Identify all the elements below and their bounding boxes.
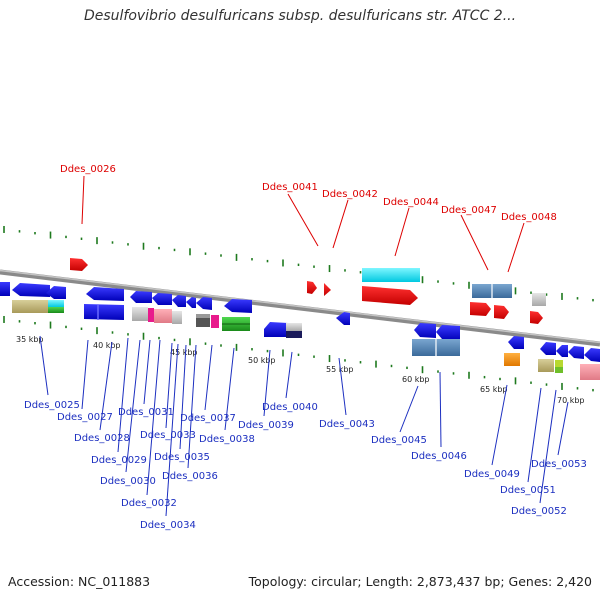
forward-strand-features [70,258,546,324]
gene-label-0049[interactable]: Ddes_0049 [464,469,520,480]
gene-arrow-0037[interactable] [224,299,252,313]
gene-arrow-0042[interactable] [324,283,331,296]
gene-arrow-0053[interactable] [584,348,600,362]
gene-block-pink-0030[interactable] [148,308,154,322]
scale-label: 50 kbp [248,356,276,365]
scale-label: 35 kbp [16,335,44,344]
gene-label-0052[interactable]: Ddes_0052 [511,506,567,517]
gene-label-0043[interactable]: Ddes_0043 [319,419,375,430]
gene-block-salmon[interactable] [154,309,172,323]
gene-label-0051[interactable]: Ddes_0051 [500,485,556,496]
genome-backbone-highlight [0,269,600,344]
gene-label-0025[interactable]: Ddes_0025 [24,400,80,411]
lower-tick-track [3,315,594,392]
gene-arrow-0026[interactable] [70,258,88,271]
gene-arrow-0025c[interactable] [46,286,66,299]
gene-label-0053[interactable]: Ddes_0053 [531,459,587,470]
gene-label-0040[interactable]: Ddes_0040 [262,402,318,413]
gene-label-0028[interactable]: Ddes_0028 [74,433,130,444]
gene-label-0048[interactable]: Ddes_0048 [501,212,557,223]
scale-label: 60 kbp [402,375,430,384]
map-title: Desulfovibrio desulfuricans subsp. desul… [83,8,517,24]
gene-label-0047[interactable]: Ddes_0047 [441,205,497,216]
gene-arrow-0048[interactable] [530,311,543,324]
gene-arrow-0045a[interactable] [414,323,436,338]
gene-arrow-0025b[interactable] [12,283,50,297]
scale-label: 45 kbp [170,348,198,357]
gene-block-grey[interactable] [532,293,546,306]
gene-block-cyan[interactable] [362,268,420,282]
gene-arrow-0031b[interactable] [152,293,172,305]
gene-arrow-0036[interactable] [196,297,212,310]
gene-label-0035[interactable]: Ddes_0035 [154,452,210,463]
gene-label-0046[interactable]: Ddes_0046 [411,451,467,462]
gene-block-khaki[interactable] [12,300,48,313]
gene-arrow-0027[interactable] [86,287,124,301]
gene-arrow-0047[interactable] [470,302,491,316]
gene-arrow-0051a[interactable] [540,342,556,355]
gene-label-0044[interactable]: Ddes_0044 [383,197,439,208]
scale-labels: 35 kbp 40 kbp 45 kbp 50 kbp 55 kbp 60 kb… [16,335,585,405]
gene-block-cyan-small[interactable] [48,300,64,307]
gene-label-0026[interactable]: Ddes_0026 [60,164,116,175]
gene-label-0029[interactable]: Ddes_0029 [91,455,147,466]
gene-label-0041[interactable]: Ddes_0041 [262,182,318,193]
gene-label-0039[interactable]: Ddes_0039 [238,420,294,431]
gene-block-magenta-0036[interactable] [211,315,219,328]
gene-block-salmon-0053[interactable] [580,364,600,380]
genome-backbone [0,269,600,347]
gene-arrow-0033[interactable] [172,295,186,307]
gene-arrow-0051b[interactable] [556,345,568,357]
gene-block-khaki-0051[interactable] [538,359,554,372]
gene-label-0042[interactable]: Ddes_0042 [322,189,378,200]
gene-arrow-0044[interactable] [362,286,418,305]
gene-arrow-0031a[interactable] [130,291,152,303]
gene-label-0027[interactable]: Ddes_0027 [57,412,113,423]
gene-arrow-0047b[interactable] [494,305,509,319]
gene-block-lime-0052[interactable] [555,360,563,373]
gene-label-0033[interactable]: Ddes_0033 [140,430,196,441]
genome-summary-text: Topology: circular; Length: 2,873,437 bp… [248,574,592,589]
gene-label-0032[interactable]: Ddes_0032 [121,498,177,509]
gene-label-0034[interactable]: Ddes_0034 [140,520,196,531]
upper-tick-track [3,225,594,302]
scale-label: 65 kbp [480,385,508,394]
gene-arrow-0027b[interactable] [84,304,124,320]
gene-block-grey2[interactable] [172,311,182,324]
gene-arrow-0035[interactable] [186,297,196,308]
gene-block-grey-0029[interactable] [132,307,148,321]
scale-label: 40 kbp [93,341,121,350]
gene-block-grey-0040[interactable] [286,323,302,331]
gene-arrow-0041[interactable] [307,281,317,294]
gene-arrow-0039[interactable] [264,322,288,337]
gene-arrow-0049a[interactable] [508,336,524,349]
scale-label: 55 kbp [326,365,354,374]
gene-label-0038[interactable]: Ddes_0038 [199,434,255,445]
scale-label: 70 kbp [557,396,585,405]
accession-text: Accession: NC_011883 [8,574,151,589]
upper-gene-labels: Ddes_0026 Ddes_0041 Ddes_0042 Ddes_0044 … [60,164,557,273]
gene-label-0037[interactable]: Ddes_0037 [180,413,236,424]
reverse-strand-features [0,282,600,380]
gene-arrow-0052[interactable] [568,346,584,359]
gene-arrow-0045b[interactable] [436,325,460,340]
gene-arrow-0025a[interactable] [0,282,10,296]
gene-label-0031[interactable]: Ddes_0031 [118,407,174,418]
gene-label-0045[interactable]: Ddes_0045 [371,435,427,446]
lower-gene-labels: Ddes_0025 Ddes_0027 Ddes_0028 Ddes_0029 … [24,335,587,531]
gene-label-0030[interactable]: Ddes_0030 [100,476,156,487]
gene-block-orange-0049[interactable] [504,353,520,366]
gene-label-0036[interactable]: Ddes_0036 [162,471,218,482]
gene-arrow-0043[interactable] [336,312,350,325]
